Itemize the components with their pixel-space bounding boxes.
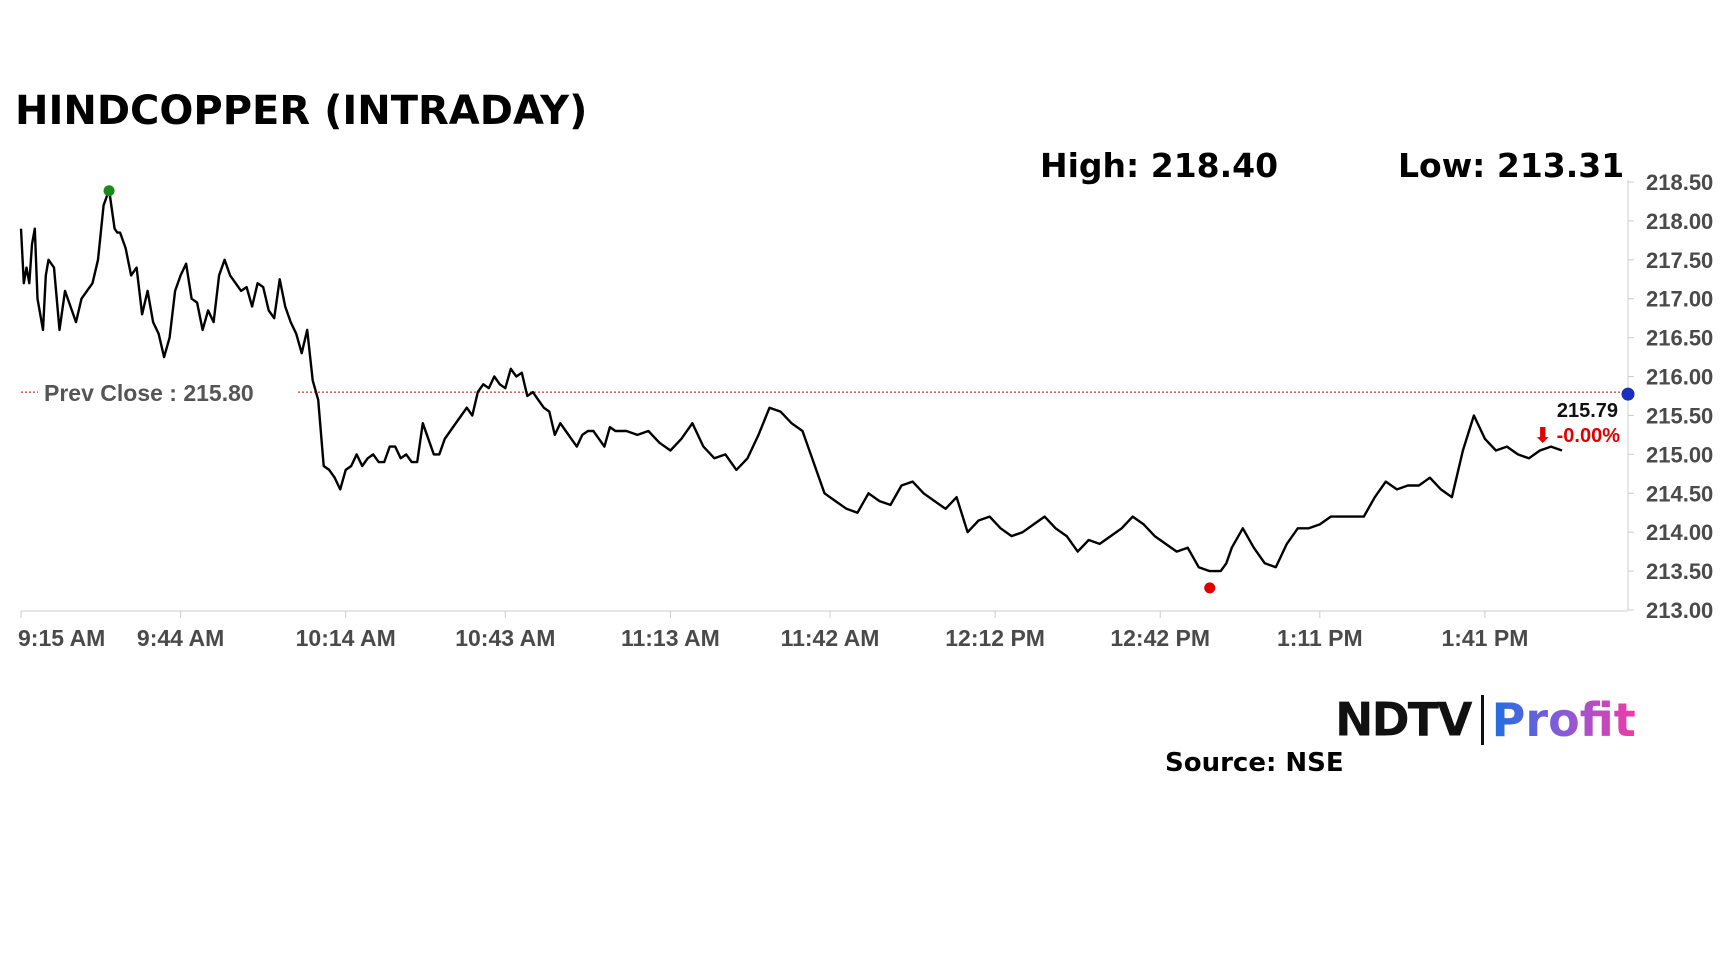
x-tick-label: 11:13 AM bbox=[621, 625, 720, 651]
low-marker bbox=[1204, 582, 1216, 594]
change-percent-label: ⬇ -0.00% bbox=[1534, 425, 1620, 447]
x-tick-label: 12:42 PM bbox=[1110, 625, 1210, 651]
logo-divider bbox=[1480, 694, 1484, 745]
x-tick-label: 10:43 AM bbox=[455, 625, 555, 651]
x-tick-label: 9:44 AM bbox=[137, 625, 224, 651]
x-tick-label: 10:14 AM bbox=[296, 625, 396, 651]
y-tick-label: 217.50 bbox=[1646, 248, 1713, 273]
chart-markers: 215.79 ⬇ -0.00% bbox=[103, 185, 1635, 594]
chart-title: HINDCOPPER (INTRADAY) bbox=[15, 88, 588, 134]
high-marker bbox=[103, 185, 115, 197]
y-tick-label: 213.00 bbox=[1646, 598, 1713, 623]
prev-close-label: Prev Close : 215.80 bbox=[44, 380, 254, 406]
y-tick-label: 218.50 bbox=[1646, 170, 1713, 195]
y-tick-label: 214.00 bbox=[1646, 520, 1713, 545]
y-tick-label: 217.00 bbox=[1646, 287, 1713, 312]
x-axis: 9:15 AM 9:44 AM 10:14 AM 10:43 AM 11:13 AM 11… bbox=[18, 610, 1628, 651]
price-line bbox=[19, 188, 1563, 573]
source-label: Source: NSE bbox=[1165, 748, 1344, 778]
prev-close-reference: Prev Close : 215.80 bbox=[21, 380, 1628, 406]
y-tick-label: 213.50 bbox=[1646, 559, 1713, 584]
last-price-label: 215.79 bbox=[1557, 400, 1618, 422]
last-price-marker bbox=[1621, 387, 1635, 401]
x-tick-label: 12:12 PM bbox=[945, 625, 1045, 651]
x-tick-label: 11:42 AM bbox=[781, 625, 880, 651]
day-low-label: Low: 213.31 bbox=[1398, 146, 1625, 185]
x-tick-label: 1:11 PM bbox=[1277, 625, 1363, 651]
logo-profit-text: Profit bbox=[1491, 692, 1636, 747]
y-tick-label: 218.00 bbox=[1646, 209, 1713, 234]
price-series bbox=[19, 188, 1563, 573]
x-tick-label: 1:41 PM bbox=[1441, 625, 1528, 651]
y-tick-label: 215.50 bbox=[1646, 403, 1713, 428]
y-tick-label: 215.00 bbox=[1646, 442, 1713, 467]
y-axis: 218.50 218.00 217.50 217.00 216.50 216.00 215.… bbox=[1627, 170, 1713, 623]
day-high-label: High: 218.40 bbox=[1040, 146, 1279, 185]
y-tick-label: 216.00 bbox=[1646, 365, 1713, 390]
y-tick-label: 214.50 bbox=[1646, 481, 1713, 506]
logo-ndtv-text: NDTV bbox=[1335, 692, 1473, 747]
ndtv-profit-logo: NDTV Profit bbox=[1335, 688, 1636, 748]
y-tick-label: 216.50 bbox=[1646, 326, 1713, 351]
x-tick-label: 9:15 AM bbox=[18, 625, 105, 651]
